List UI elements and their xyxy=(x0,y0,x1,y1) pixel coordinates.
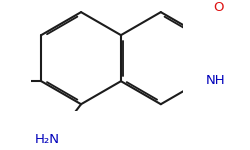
Text: O: O xyxy=(213,1,224,14)
Text: H₂N: H₂N xyxy=(34,133,59,146)
Text: NH: NH xyxy=(206,74,226,87)
